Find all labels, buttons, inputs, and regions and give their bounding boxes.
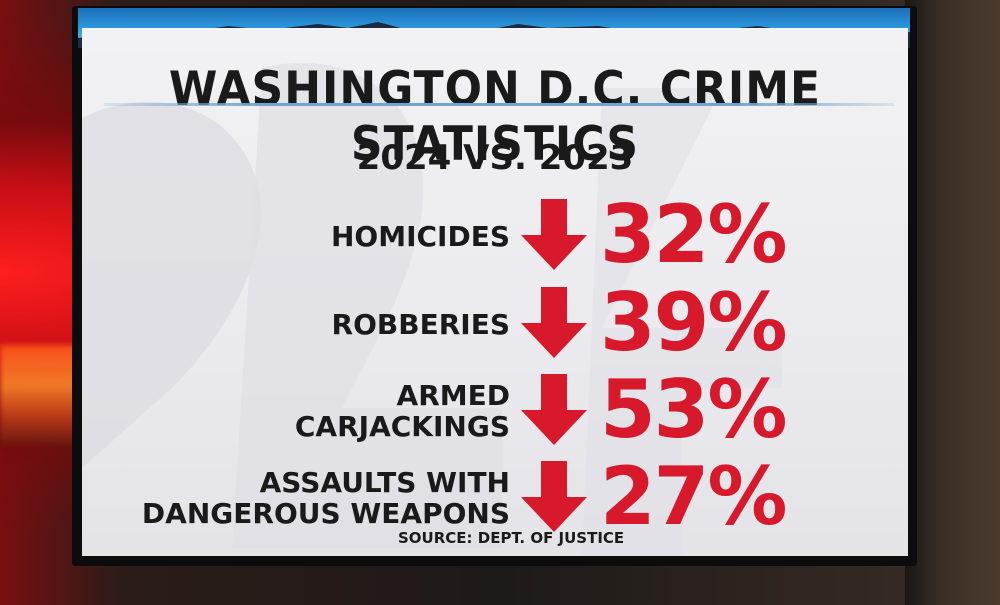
room-wall-right [905, 0, 1000, 605]
down-arrow-icon [521, 199, 587, 270]
stat-label-line: DANGEROUS WEAPONS [141, 497, 510, 530]
stat-change-percent: 53% [600, 363, 787, 456]
stat-change-percent: 27% [600, 450, 787, 543]
stat-label-line: ARMED [396, 379, 510, 412]
stat-row-robberies: ROBBERIES 39% [82, 280, 908, 366]
stat-change-percent: 39% [600, 276, 787, 369]
stat-change-percent: 32% [600, 188, 787, 281]
stat-row-homicides: HOMICIDES 32% [82, 192, 908, 278]
page-title: WASHINGTON D.C. CRIME STATISTICS [168, 61, 822, 173]
background-light-glow [0, 345, 80, 445]
comparison-subtitle: 2024 VS. 2023 [356, 138, 634, 178]
stat-label-line: CARJACKINGS [294, 410, 510, 443]
stat-label: HOMICIDES [331, 196, 510, 276]
down-arrow-icon [521, 461, 587, 532]
stat-label: ASSAULTS WITH DANGEROUS WEAPONS [142, 458, 510, 538]
stat-label-line: HOMICIDES [330, 219, 510, 253]
stat-row-armed-carjackings: ARMED CARJACKINGS 53% [82, 367, 908, 453]
title-divider [104, 103, 894, 106]
stat-label-line: ASSAULTS WITH [259, 466, 510, 499]
stat-label-line: ROBBERIES [331, 307, 510, 341]
stat-row-assaults-dangerous-weapons: ASSAULTS WITH DANGEROUS WEAPONS 27% [82, 454, 908, 540]
crime-stats-card: WASHINGTON D.C. CRIME STATISTICS 2024 VS… [82, 28, 908, 556]
down-arrow-icon [521, 287, 587, 358]
source-credit: SOURCE: DEPT. OF JUSTICE [398, 529, 625, 547]
stat-label: ROBBERIES [332, 284, 510, 364]
down-arrow-icon [521, 374, 587, 445]
stat-label: ARMED CARJACKINGS [295, 371, 510, 451]
